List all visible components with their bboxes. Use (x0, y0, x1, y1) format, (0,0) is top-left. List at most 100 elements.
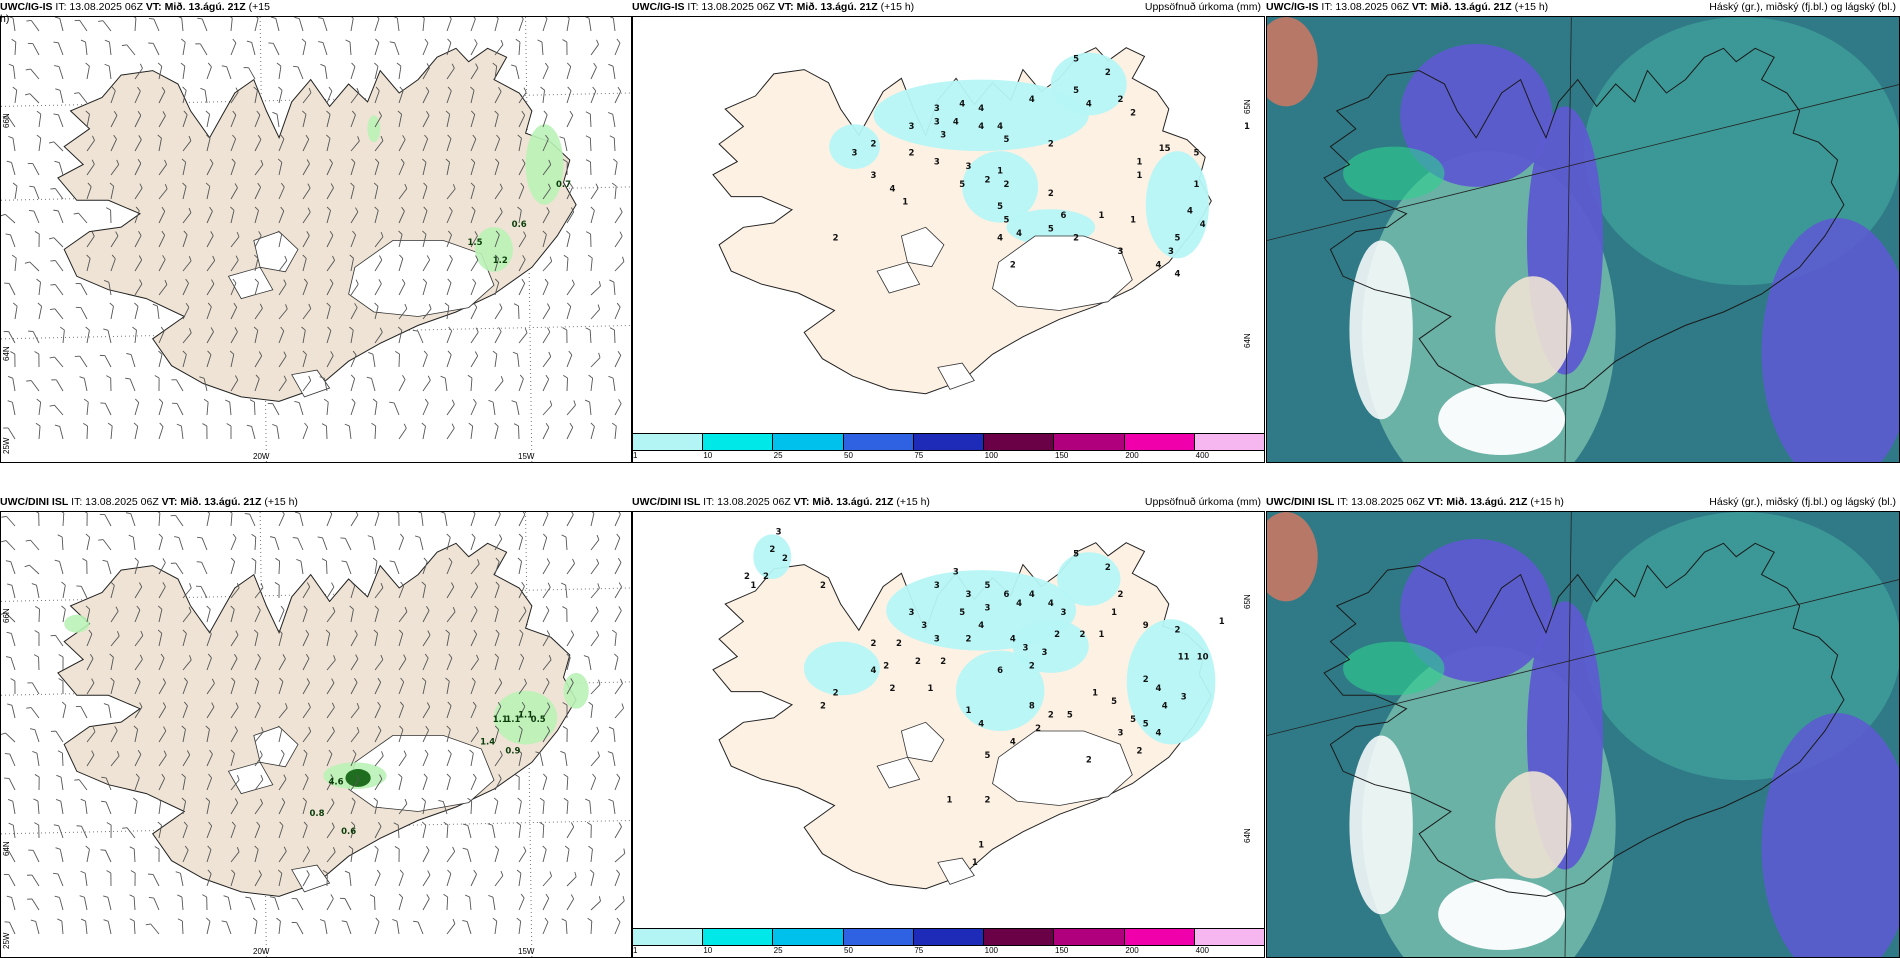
lat-label: 64N (1243, 333, 1252, 348)
precip-colorbar (632, 928, 1265, 946)
value-marker: 4 (978, 104, 984, 114)
valid-time: Mið. 13.ágú. 21Z (162, 1, 246, 13)
colorbar-swatch (984, 929, 1054, 945)
colorbar-tick: 50 (844, 451, 853, 460)
value-marker: 3 (953, 568, 959, 578)
value-marker: 2 (833, 234, 839, 244)
colorbar-swatch (984, 434, 1054, 450)
map-canvas: 1.11.11.10.51.40.94.60.80.6 (1, 512, 632, 958)
colorbar-tick: 75 (914, 451, 923, 460)
colorbar-swatch (1195, 434, 1264, 450)
value-marker: 0.5 (531, 715, 546, 725)
value-marker: 6 (1004, 590, 1010, 600)
valid-time-label: VT: (778, 1, 794, 13)
value-marker: 3 (1168, 247, 1174, 257)
init-time: IT: 13.08.2025 06Z (68, 496, 161, 508)
value-marker: 2 (1010, 260, 1016, 270)
init-time: IT: 13.08.2025 06Z (53, 1, 146, 13)
colorbar-swatch (1054, 434, 1124, 450)
colorbar-tick: 25 (774, 451, 783, 460)
cloud-layer (1343, 642, 1444, 696)
colorbar-tick: 200 (1125, 946, 1138, 955)
field-label: Háský (gr.), miðský (fj.bl.) og lágský (… (1709, 495, 1896, 509)
value-marker: 3 (1060, 608, 1066, 618)
value-marker: 15 (1159, 144, 1171, 154)
value-marker: 1 (1130, 216, 1136, 226)
lat-label: 65N (1243, 594, 1252, 609)
colorbar-tick: 150 (1055, 451, 1068, 460)
lead-time: (+15 h) (1527, 496, 1563, 508)
lead-time: (+15 h) (1512, 1, 1548, 13)
value-marker: 1 (1219, 617, 1225, 627)
value-marker: 2 (915, 657, 921, 667)
lat-label: 25W (2, 438, 11, 454)
value-marker: 6 (1060, 211, 1066, 221)
model-name: UWC/DINI ISL (1266, 496, 1334, 508)
value-marker: 4 (1155, 729, 1161, 739)
panel-title: UWC/IG-IS IT: 13.08.2025 06Z VT: Mið. 13… (0, 0, 632, 16)
model-name: UWC/DINI ISL (632, 496, 700, 508)
value-marker: 5 (1073, 550, 1079, 560)
value-marker: 4 (1016, 599, 1022, 609)
value-marker: 3 (871, 171, 877, 181)
colorbar-swatch (773, 929, 843, 945)
value-marker: 2 (1136, 746, 1142, 756)
cloud-layer (1349, 736, 1412, 915)
value-marker: 2 (883, 661, 889, 671)
colorbar-swatch (633, 434, 703, 450)
value-marker: 4 (1174, 269, 1180, 279)
lat-label: 65N (1243, 99, 1252, 114)
valid-time-label: VT: (146, 1, 162, 13)
value-marker: 2 (1004, 180, 1010, 190)
value-marker: 3 (1023, 644, 1029, 654)
field-label: Uppsöfnuð úrkoma (mm) (1145, 0, 1261, 14)
colorbar-tick: 10 (703, 946, 712, 955)
value-marker: 4 (997, 234, 1003, 244)
value-marker: 0.9 (505, 746, 520, 756)
map-panel-p4: UWC/DINI ISL IT: 13.08.2025 06Z VT: Mið.… (0, 495, 632, 950)
value-marker: 1 (1244, 122, 1250, 132)
value-marker: 0.8 (309, 809, 324, 819)
valid-time: Mið. 13.ágú. 21Z (1443, 496, 1527, 508)
value-marker: 4.6 (328, 778, 343, 788)
value-marker: 1 (966, 706, 972, 716)
value-marker: 3 (934, 158, 940, 168)
value-marker: 2 (1035, 724, 1041, 734)
value-marker: 5 (1048, 225, 1054, 235)
lat-label: 25W (2, 933, 11, 949)
value-marker: 1 (928, 684, 934, 694)
colorbar-swatch (1195, 929, 1264, 945)
value-marker: 1.2 (493, 256, 508, 266)
lat-label: 66N (2, 608, 11, 623)
colorbar-tick: 150 (1055, 946, 1068, 955)
colorbar-swatch (1125, 929, 1195, 945)
valid-time-label: VT: (162, 496, 178, 508)
value-marker: 3 (1041, 648, 1047, 658)
value-marker: 2 (966, 635, 972, 645)
value-marker: 2 (1079, 630, 1085, 640)
lon-label: 20W (253, 452, 269, 461)
value-marker: 4 (890, 184, 896, 194)
value-marker: 3 (934, 635, 940, 645)
colorbar-swatch (844, 929, 914, 945)
lead-time: (+15 h) (261, 496, 297, 508)
value-marker: 4 (978, 122, 984, 132)
colorbar-tick: 100 (985, 451, 998, 460)
value-marker: 1 (902, 198, 908, 208)
field-label: Uppsöfnuð úrkoma (mm) (1145, 495, 1261, 509)
lat-label: 64N (1243, 828, 1252, 843)
valid-time: Mið. 13.ágú. 21Z (809, 496, 893, 508)
value-marker: 4 (1029, 590, 1035, 600)
map-canvas: 0.70.61.51.2 (1, 17, 632, 463)
precip-patch (526, 124, 564, 204)
model-name: UWC/IG-IS (1266, 1, 1319, 13)
value-marker: 5 (1073, 55, 1079, 65)
colorbar-swatch (1125, 434, 1195, 450)
valid-time: Mið. 13.ágú. 21Z (1428, 1, 1512, 13)
colorbar-tick: 400 (1196, 451, 1209, 460)
value-marker: 5 (1193, 149, 1199, 159)
value-marker: 2 (1054, 630, 1060, 640)
